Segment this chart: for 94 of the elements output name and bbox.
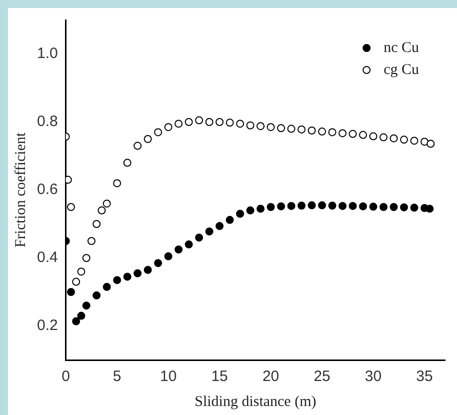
x-tick-label: 30 bbox=[364, 368, 382, 386]
point bbox=[369, 132, 378, 140]
point bbox=[164, 252, 172, 260]
point bbox=[184, 118, 193, 126]
x-tick-label: 10 bbox=[160, 368, 177, 386]
point bbox=[72, 317, 80, 326]
point bbox=[154, 128, 162, 136]
y-tick-label: 0.8 bbox=[36, 113, 58, 130]
point bbox=[298, 125, 306, 134]
point bbox=[113, 276, 122, 284]
point bbox=[308, 126, 316, 134]
point bbox=[256, 204, 265, 213]
point bbox=[410, 204, 418, 212]
point bbox=[400, 136, 408, 144]
point bbox=[154, 259, 162, 268]
point bbox=[390, 134, 398, 142]
point bbox=[287, 202, 296, 210]
y-tick-label: 0.2 bbox=[36, 317, 58, 334]
point bbox=[318, 128, 326, 136]
point bbox=[123, 158, 132, 167]
point bbox=[256, 122, 265, 130]
point bbox=[400, 203, 408, 212]
point bbox=[82, 302, 90, 310]
point bbox=[426, 204, 434, 213]
point bbox=[328, 128, 336, 136]
point bbox=[77, 312, 86, 320]
point bbox=[308, 201, 316, 210]
x-tick-label: 15 bbox=[211, 368, 228, 386]
point bbox=[359, 202, 368, 210]
point bbox=[205, 118, 214, 126]
y-axis-title: Friction coefficient bbox=[12, 132, 29, 248]
point bbox=[216, 222, 224, 230]
point bbox=[359, 130, 368, 139]
point bbox=[174, 246, 183, 254]
point bbox=[144, 266, 152, 274]
point bbox=[287, 124, 296, 133]
point bbox=[348, 130, 357, 138]
point bbox=[277, 202, 286, 210]
point bbox=[380, 203, 388, 211]
point bbox=[123, 272, 132, 281]
point bbox=[72, 278, 80, 286]
legend-label: nc Cu bbox=[384, 40, 420, 56]
point bbox=[348, 202, 357, 210]
x-tick-label: 35 bbox=[416, 368, 433, 386]
y-tick-label: 0.4 bbox=[36, 249, 58, 266]
point bbox=[236, 120, 244, 128]
point bbox=[380, 133, 388, 142]
point bbox=[113, 179, 122, 188]
point bbox=[318, 201, 326, 210]
point bbox=[66, 203, 75, 211]
point bbox=[66, 288, 75, 296]
point bbox=[164, 123, 172, 132]
point bbox=[77, 268, 86, 276]
point bbox=[82, 254, 90, 262]
point bbox=[266, 123, 275, 132]
point bbox=[134, 269, 142, 278]
point bbox=[426, 140, 435, 148]
x-tick-label: 25 bbox=[314, 368, 330, 386]
point bbox=[102, 282, 111, 291]
point bbox=[246, 121, 254, 130]
y-tick-label: 1.0 bbox=[36, 45, 58, 62]
point bbox=[102, 200, 111, 208]
point bbox=[328, 202, 336, 210]
point bbox=[338, 129, 347, 138]
point bbox=[236, 210, 244, 218]
point bbox=[369, 202, 378, 211]
point bbox=[134, 142, 142, 150]
point bbox=[420, 138, 429, 146]
point bbox=[277, 124, 286, 132]
point bbox=[246, 206, 254, 214]
point bbox=[184, 240, 193, 248]
point bbox=[92, 291, 101, 300]
point bbox=[226, 216, 234, 224]
point bbox=[98, 206, 106, 214]
point bbox=[92, 220, 101, 228]
x-axis-title: Sliding distance (m) bbox=[194, 394, 316, 410]
x-tick-label: 20 bbox=[262, 368, 280, 386]
point bbox=[410, 136, 418, 145]
point bbox=[266, 203, 275, 211]
x-tick-label: 5 bbox=[112, 368, 122, 386]
x-tick-label: 0 bbox=[62, 368, 70, 386]
point bbox=[338, 202, 347, 210]
point bbox=[205, 227, 214, 236]
legend-label: cg Cu bbox=[384, 62, 420, 78]
y-tick-label: 0.6 bbox=[36, 181, 58, 198]
point bbox=[174, 120, 183, 128]
point bbox=[216, 118, 224, 126]
point bbox=[226, 118, 234, 127]
point bbox=[87, 237, 96, 245]
point bbox=[144, 135, 152, 143]
point bbox=[390, 203, 398, 211]
point bbox=[195, 116, 204, 124]
point bbox=[195, 234, 204, 242]
point bbox=[298, 202, 306, 210]
